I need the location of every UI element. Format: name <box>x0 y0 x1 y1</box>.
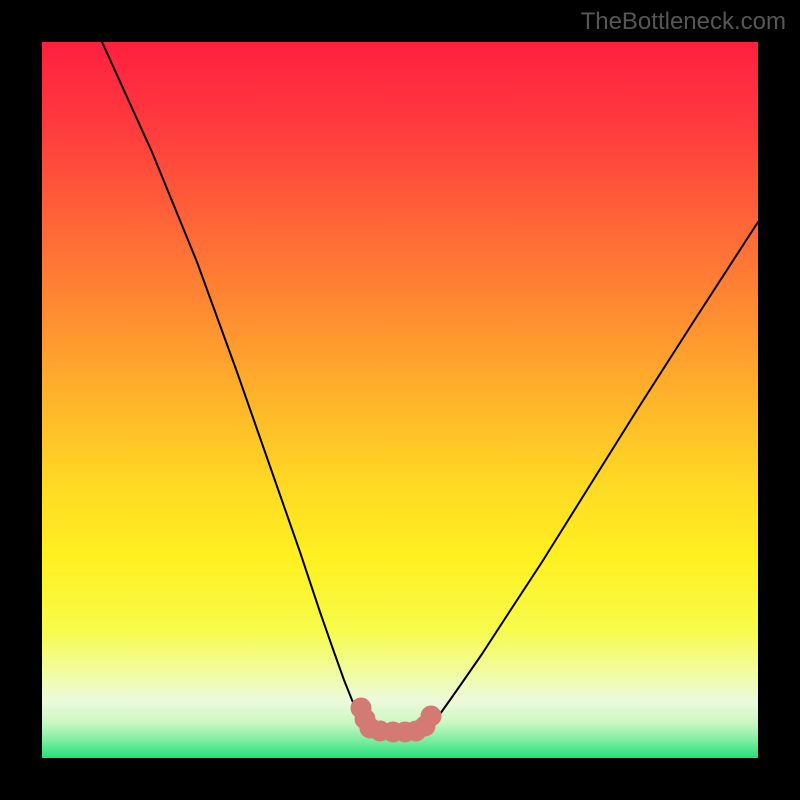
chart-container: TheBottleneck.com <box>0 0 800 800</box>
bottleneck-chart <box>0 0 800 800</box>
marker-point <box>421 706 441 726</box>
plot-background <box>42 42 758 758</box>
watermark-text: TheBottleneck.com <box>581 8 786 36</box>
